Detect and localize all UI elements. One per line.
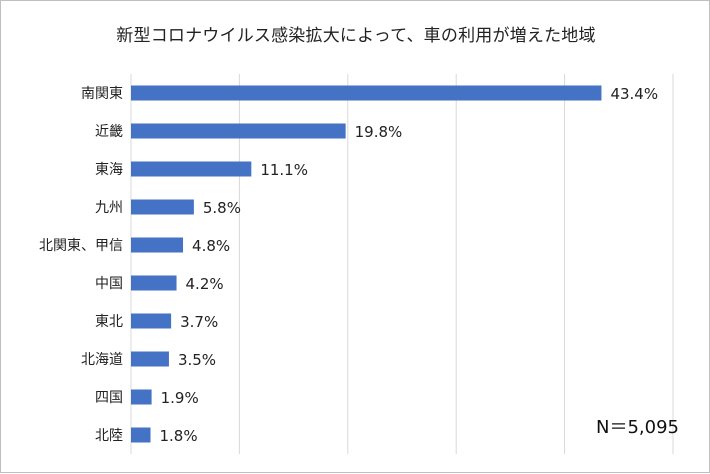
category-label: 四国 — [95, 390, 123, 406]
category-label: 近畿 — [95, 124, 123, 140]
value-label: 5.8% — [203, 199, 241, 217]
bar — [131, 123, 346, 139]
bar — [131, 237, 184, 253]
value-label: 3.7% — [180, 313, 218, 331]
category-label: 東北 — [95, 314, 123, 330]
bar — [131, 85, 602, 101]
sample-size-note: N＝5,095 — [596, 417, 679, 438]
bar — [131, 275, 177, 291]
category-label: 北陸 — [95, 428, 123, 444]
bar — [131, 313, 172, 329]
category-label: 九州 — [95, 200, 123, 216]
value-label: 4.8% — [192, 237, 230, 255]
category-label: 中国 — [95, 276, 123, 292]
bar — [131, 161, 252, 177]
bar — [131, 199, 194, 215]
value-label: 1.9% — [161, 389, 199, 407]
category-label: 東海 — [95, 162, 123, 178]
value-label: 4.2% — [186, 275, 224, 293]
chart-title: 新型コロナウイルス感染拡大によって、車の利用が増えた地域 — [116, 26, 596, 46]
value-label: 1.8% — [160, 427, 198, 445]
category-label: 南関東 — [81, 86, 123, 102]
bar — [131, 389, 152, 405]
value-label: 43.4% — [610, 85, 658, 103]
value-label: 19.8% — [355, 123, 403, 141]
category-label: 北海道 — [81, 352, 123, 368]
bar — [131, 427, 151, 443]
category-label: 北関東、甲信 — [39, 238, 123, 254]
value-label: 3.5% — [178, 351, 216, 369]
value-label: 11.1% — [260, 161, 308, 179]
bar — [131, 351, 169, 367]
